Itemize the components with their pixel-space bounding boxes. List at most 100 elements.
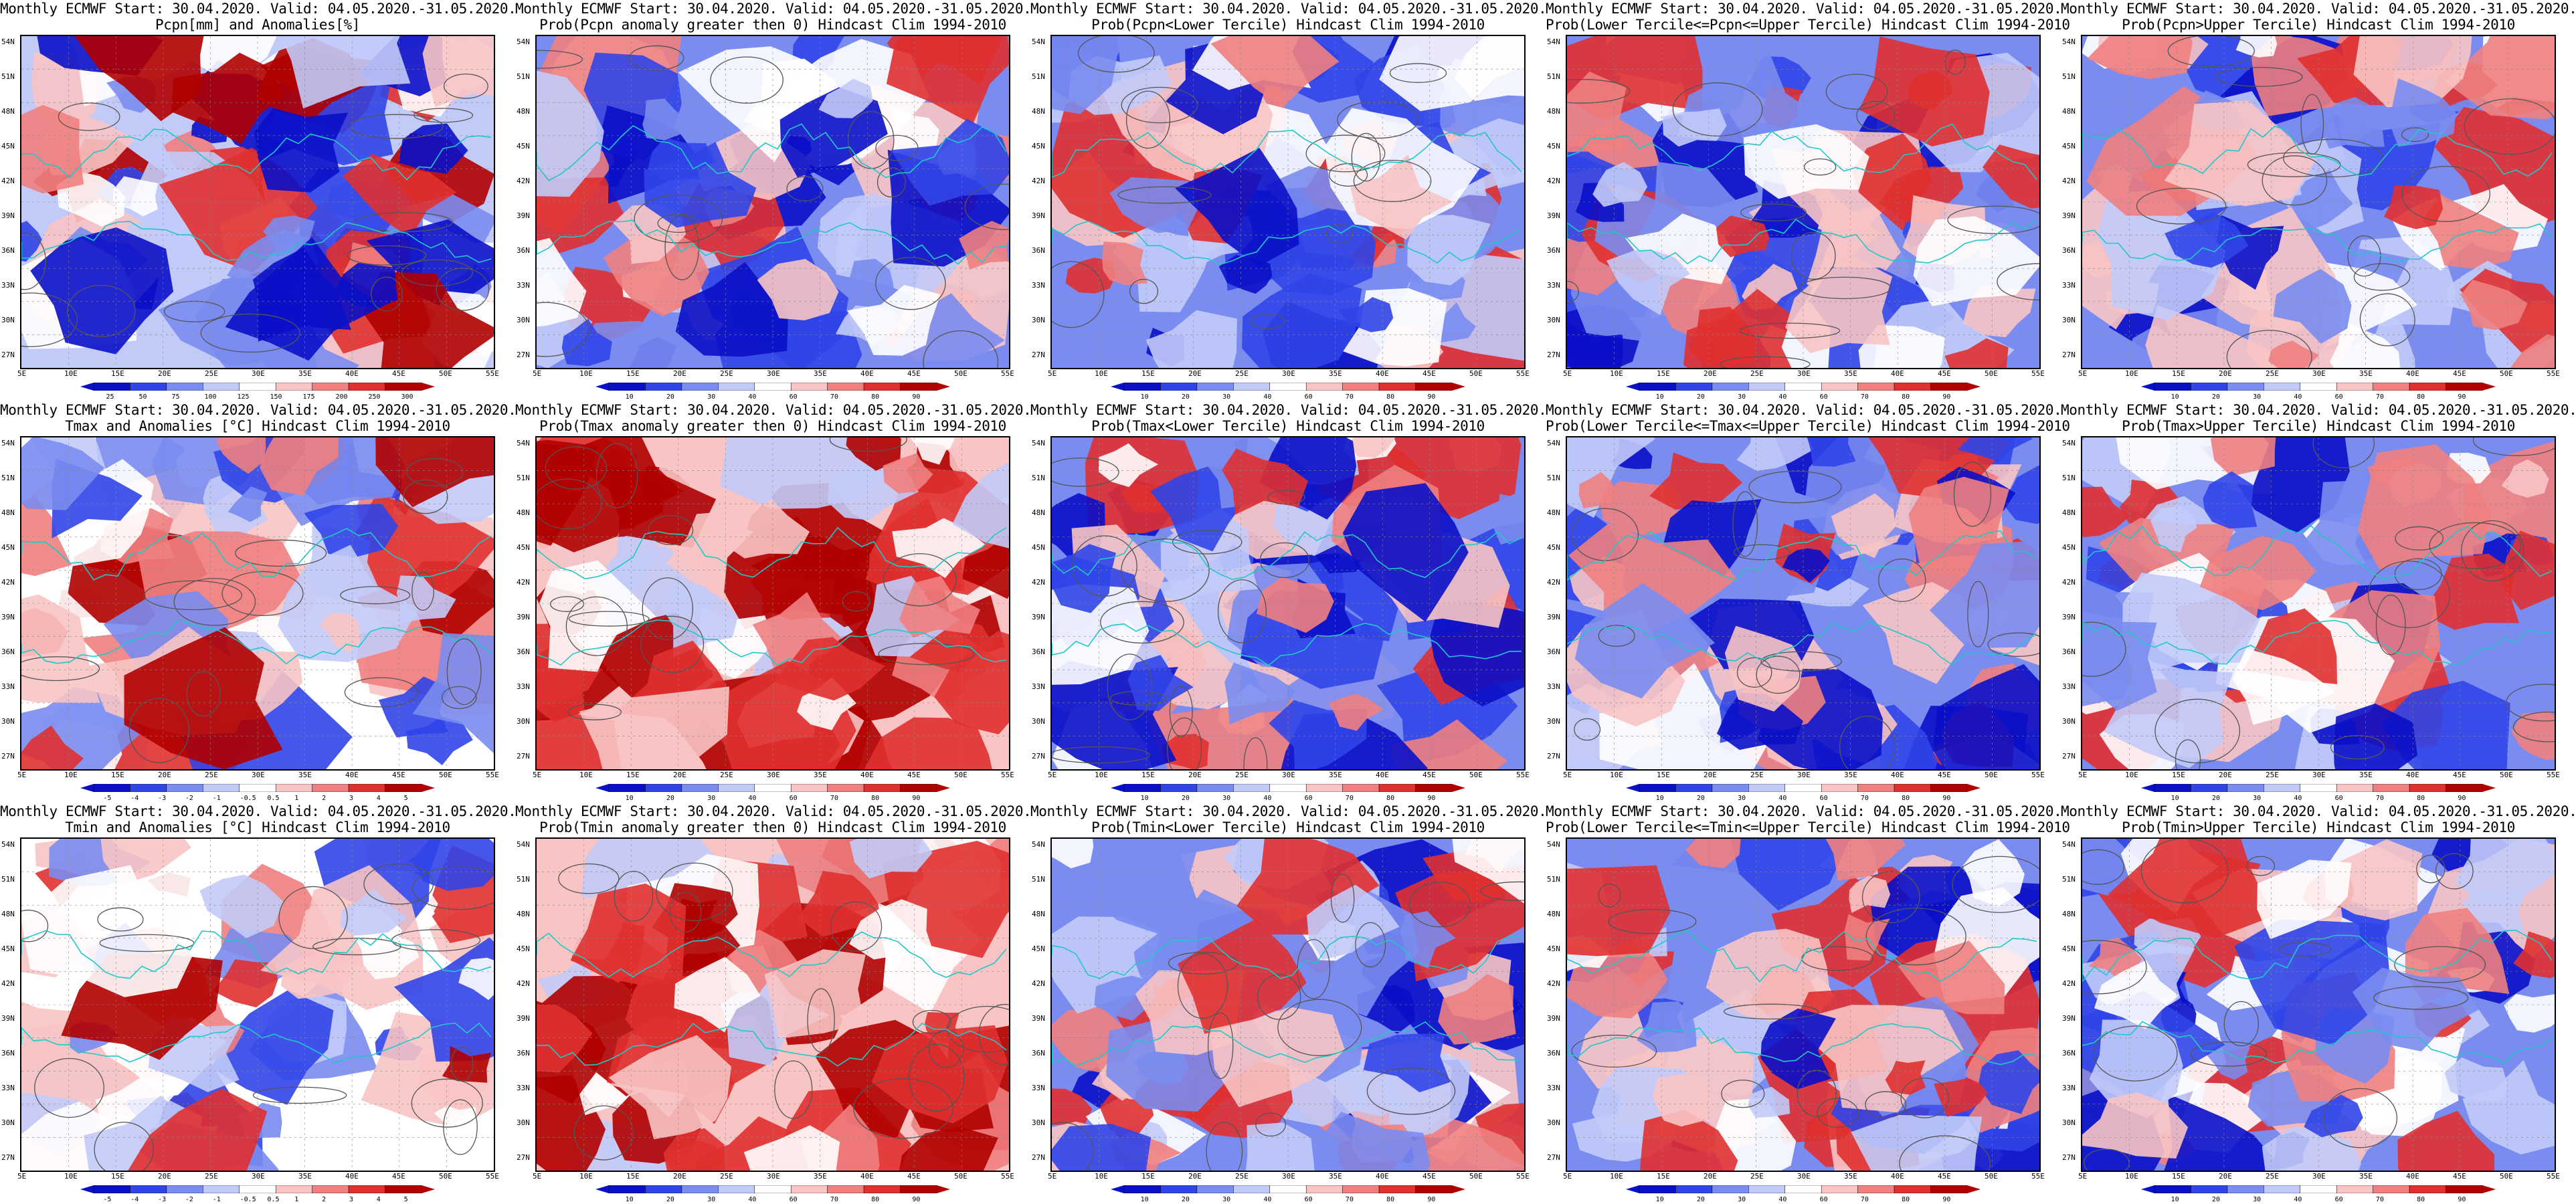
field-patch	[1407, 215, 1491, 286]
lon-label: 55E	[1516, 1172, 1530, 1181]
colorbar-segment	[1123, 1185, 1161, 1193]
colorbar-segment	[863, 1185, 901, 1193]
colorbar-tick-label: -2	[185, 795, 193, 802]
lat-label: 30N	[517, 316, 530, 324]
colorbar	[1626, 383, 1981, 391]
field-patch	[818, 78, 873, 118]
lon-label: 35E	[298, 771, 312, 779]
colorbar-segment	[1378, 784, 1416, 792]
map-area	[20, 436, 495, 771]
lat-label: 39N	[517, 1014, 530, 1023]
colorbar-segment	[2154, 1185, 2191, 1193]
lon-label: 25E	[205, 369, 218, 378]
colorbar-arrow-left	[2141, 383, 2154, 391]
colorbar-segment	[1378, 1185, 1416, 1193]
colorbar-segment	[93, 383, 130, 391]
lon-label: 10E	[579, 1172, 593, 1181]
lat-label: 33N	[1032, 281, 1045, 290]
contour-line	[21, 656, 100, 682]
field-patch	[1760, 1008, 1836, 1090]
field-patch	[2384, 185, 2444, 229]
contour-line	[1100, 601, 1184, 644]
colorbar-segment	[275, 1185, 312, 1193]
colorbar-segment	[1748, 383, 1786, 391]
colorbar-arrow-left	[595, 784, 609, 792]
contour-line	[2472, 437, 2555, 456]
contour-line	[446, 638, 482, 706]
lon-label: 20E	[1704, 1172, 1717, 1181]
lon-label: 35E	[298, 369, 312, 378]
colorbar-tick-label: -5	[103, 1196, 112, 1203]
colorbar-segment	[1269, 784, 1307, 792]
field-patch	[202, 839, 255, 880]
colorbar-segment	[718, 784, 755, 792]
contour-line	[2394, 946, 2486, 983]
colorbar-tick-label: 10	[625, 1196, 634, 1203]
colorbar-tick-label: 80	[871, 1196, 880, 1203]
panel-title-line2: Prob(Pcpn<Lower Tercile) Hindcast Clim 1…	[1091, 17, 1485, 33]
colorbar-segment	[1930, 383, 1968, 391]
colorbar-segment	[1675, 1185, 1713, 1193]
field-patch	[2510, 334, 2555, 368]
field-patch	[910, 437, 964, 465]
field-patch	[849, 899, 936, 960]
field-patch	[1736, 437, 1814, 471]
contour-line	[1217, 579, 1267, 643]
coastline	[1567, 530, 2037, 581]
lon-label: 30E	[767, 369, 780, 378]
lon-label: 55E	[1001, 1172, 1014, 1181]
coastline	[537, 219, 1007, 265]
field-patch	[537, 1004, 593, 1073]
colorbar-segment	[1342, 784, 1380, 792]
lon-label: 25E	[720, 1172, 733, 1181]
lon-label: 10E	[2125, 369, 2138, 378]
contour-line	[1077, 36, 1155, 73]
lon-label: 55E	[1001, 369, 1014, 378]
lon-label: 15E	[111, 771, 124, 779]
colorbar-tick-label: 10	[2171, 1196, 2179, 1203]
lon-label: 45E	[1422, 1172, 1436, 1181]
field-patch	[434, 1106, 476, 1138]
field-patch	[1218, 255, 1273, 294]
contour-line	[648, 515, 694, 545]
colorbar-segment	[1930, 1185, 1968, 1193]
colorbar-tick-label: 40	[1778, 393, 1787, 401]
colorbar-tick-label: 30	[707, 795, 716, 802]
colorbar-segment	[1821, 784, 1858, 792]
colorbar-segment	[1712, 1185, 1749, 1193]
field-patch	[1885, 1060, 1926, 1095]
colorbar-segment	[790, 784, 828, 792]
field-patch	[74, 36, 204, 122]
lon-label: 20E	[673, 771, 686, 779]
field-patch	[1256, 577, 1334, 633]
field-patch	[2004, 465, 2039, 524]
contour-line	[774, 1060, 813, 1119]
contour-line	[2322, 1088, 2398, 1148]
field-patch	[847, 284, 941, 356]
lat-label: 27N	[517, 350, 530, 359]
lat-label: 30N	[1, 316, 15, 324]
lon-label: 50E	[439, 771, 452, 779]
contour-line	[875, 134, 919, 161]
field-patch	[1849, 876, 1891, 913]
lat-label: 54N	[2062, 37, 2076, 46]
colorbar-segment	[203, 784, 240, 792]
lon-label: 55E	[2031, 1172, 2045, 1181]
lon-label: 5E	[2078, 1172, 2088, 1181]
contour-line	[1277, 999, 1362, 1056]
contour-line	[1799, 276, 1892, 300]
map-area	[535, 35, 1010, 369]
colorbar-segment	[1342, 383, 1380, 391]
field-patch	[1052, 584, 1149, 685]
contour-line	[1337, 100, 1419, 139]
coastline	[21, 221, 492, 264]
lat-label: 39N	[517, 613, 530, 621]
panel-title-line1: Monthly ECMWF Start: 30.04.2020. Valid: …	[1546, 1, 2062, 17]
colorbar-tick-label: 40	[1778, 795, 1787, 802]
lat-label: 36N	[2062, 647, 2076, 656]
lat-label: 33N	[1547, 682, 1560, 691]
colorbar-arrow-left	[1111, 1185, 1124, 1193]
panel-title-line2: Prob(Lower Tercile<=Pcpn<=Upper Tercile)…	[1546, 17, 2070, 33]
lon-label: 35E	[1329, 771, 1342, 779]
